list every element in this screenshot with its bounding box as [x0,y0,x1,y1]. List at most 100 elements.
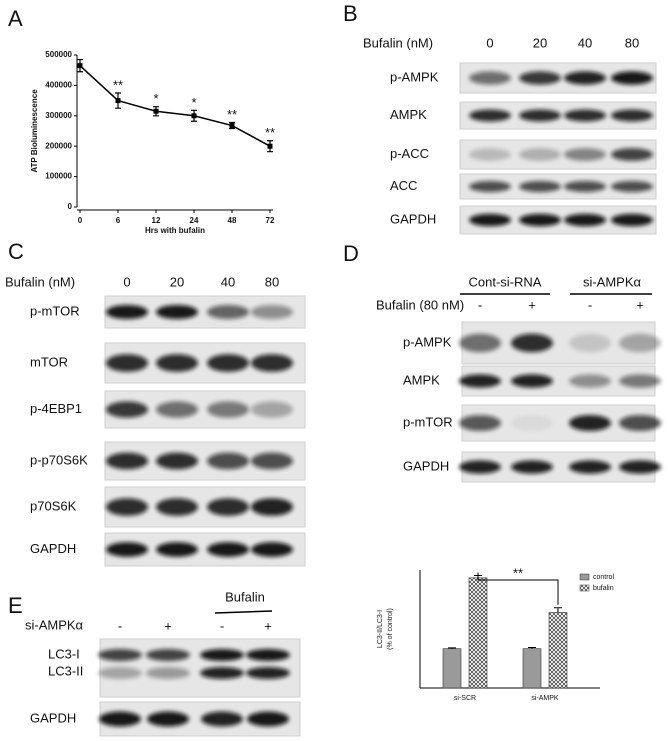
legend-swatch [579,584,590,592]
lane-label: 0 [123,274,130,289]
band [459,374,501,388]
row-label: mTOR [30,354,68,369]
row-label: GAPDH [30,710,76,725]
group-label: si-AMPKα [583,274,642,289]
band [569,415,611,431]
y-tick-label: 300000 [45,111,72,120]
treatment-label: Bufalin (nM) [363,35,433,50]
band [519,71,561,85]
band [519,109,561,122]
significance: * [153,91,158,106]
sign: - [478,297,482,312]
y-axis-label: LC3-II/LC3-I [377,610,384,648]
row-label: LC3-I [48,646,80,661]
band [469,109,511,122]
band [611,148,653,161]
band [459,333,501,353]
sign: + [164,618,172,633]
band [469,181,511,192]
band [106,401,148,418]
band [201,711,243,727]
marker [77,63,83,69]
band [156,401,198,418]
marker [115,98,121,104]
band [251,498,293,516]
treatment-label: Bufalin (80 nM) [376,297,464,312]
band [511,333,553,353]
bar [522,648,542,689]
band [98,667,142,679]
treatment-label: si-AMPKα [25,617,84,632]
band [469,148,511,161]
band [106,542,148,557]
band [569,460,611,474]
row-label: p-mTOR [403,414,453,429]
y-tick-label: 100000 [45,172,72,181]
band [251,542,293,557]
sign: + [264,618,272,633]
bar [468,577,488,689]
row-label: AMPK [390,107,427,122]
band [207,354,249,372]
error-bar [528,646,536,649]
legend-label: control [593,574,614,581]
band [469,71,511,85]
band [569,374,611,388]
band [564,181,606,192]
x-tick-label: si-AMPK [531,695,559,702]
significance: ** [113,77,123,92]
band [564,148,606,161]
group-label: Bufalin [225,589,265,604]
lane-label: 20 [170,274,184,289]
row-label: GAPDH [403,458,449,473]
band [619,333,661,353]
x-tick-label: 0 [78,216,83,225]
band [156,452,198,470]
lane-label: 40 [221,274,235,289]
marker [153,108,159,114]
lane-label: 80 [625,35,639,50]
marker [191,113,197,119]
band [564,109,606,122]
error-bar [554,607,562,613]
sign: - [220,618,224,633]
band [246,667,290,679]
panel-label: C [8,239,24,264]
band [247,711,289,727]
x-tick-label: 12 [152,216,161,225]
y-axis-label: ATP Bioluminescence [30,89,39,173]
legend-label: bufalin [593,585,614,592]
band [619,374,661,388]
band [156,304,198,320]
row-label: p-mTOR [30,303,80,318]
x-tick-label: 24 [190,216,199,225]
band [511,415,553,431]
band [146,667,190,679]
band [519,213,561,227]
row-label: p-AMPK [403,334,452,349]
band [564,213,606,227]
sign: + [528,297,536,312]
band [519,148,561,161]
band [147,711,189,727]
significance: ** [265,125,275,140]
band [106,354,148,372]
band [611,181,653,192]
bar [442,648,462,689]
band [207,452,249,470]
x-tick-label: si-SCR [454,695,476,702]
x-tick-label: 6 [116,216,121,225]
band [99,711,141,727]
band [251,304,293,320]
row-label: p70S6K [30,498,77,513]
significance-bracket [477,572,559,605]
significance: ** [513,565,523,580]
row-label: p-AMPK [390,69,439,84]
panel-label: B [343,1,358,26]
band [611,109,653,122]
row-label: GAPDH [30,541,76,556]
row-label: ACC [390,178,417,193]
lane-label: 40 [578,35,592,50]
lane-label: 0 [486,35,493,50]
